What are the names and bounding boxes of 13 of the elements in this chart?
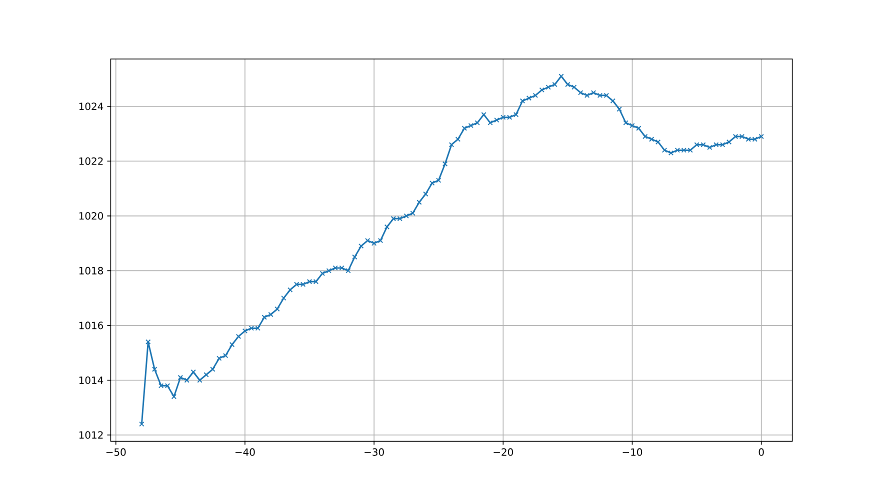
y-tick-label: 1014 bbox=[79, 376, 104, 384]
x-tick-label: −40 bbox=[236, 448, 255, 456]
y-tick-label: 1016 bbox=[79, 322, 104, 330]
y-tick-label: 1018 bbox=[79, 266, 103, 274]
y-tick-label: 1022 bbox=[79, 157, 103, 165]
y-tick-label: 1012 bbox=[79, 431, 103, 439]
x-tick-label: −20 bbox=[494, 448, 513, 456]
x-tick-label: −50 bbox=[106, 448, 126, 456]
x-tick-label: −30 bbox=[364, 448, 384, 456]
x-tick-label: 0 bbox=[758, 448, 764, 456]
y-tick-label: 1020 bbox=[79, 212, 104, 220]
x-tick-label: −10 bbox=[622, 448, 642, 456]
y-tick-label: 1024 bbox=[79, 102, 104, 110]
